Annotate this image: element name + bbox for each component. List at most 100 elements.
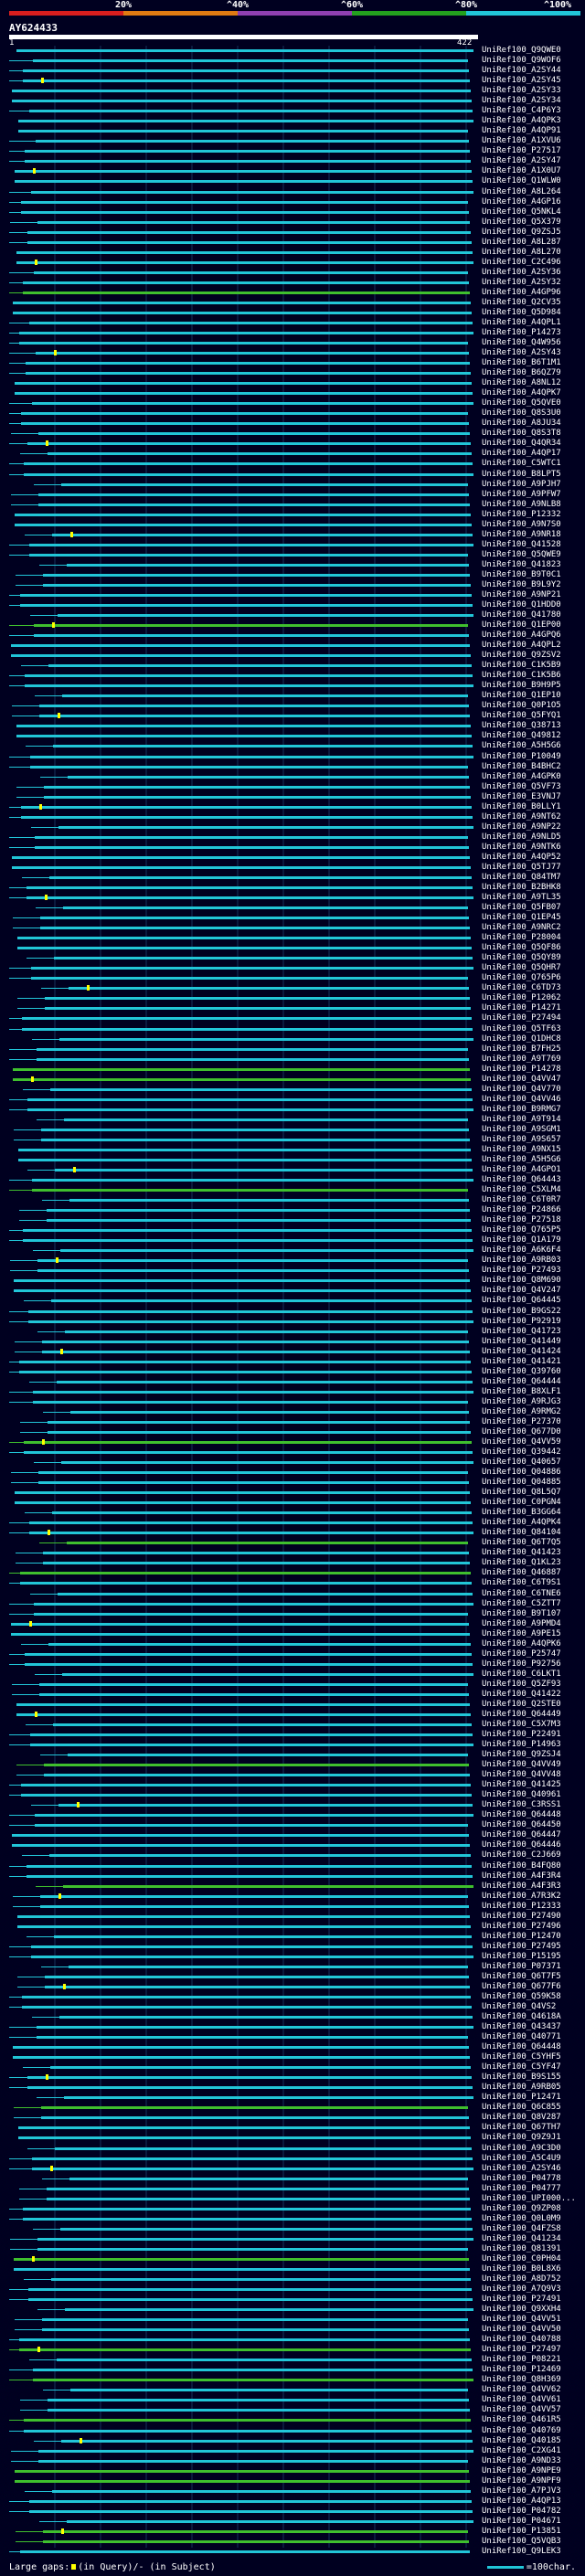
hit-label[interactable]: UniRef100_Q677F6 <box>482 1981 561 1991</box>
hit-label[interactable]: UniRef100_Q9ZP08 <box>482 2203 561 2213</box>
hit-row[interactable]: UniRef100_A9NX15 <box>0 1145 585 1155</box>
hit-row[interactable]: UniRef100_P27491 <box>0 2295 585 2305</box>
hit-label[interactable]: UniRef100_P04671 <box>482 2516 561 2526</box>
hit-label[interactable]: UniRef100_P27490 <box>482 1911 561 1921</box>
hit-label[interactable]: UniRef100_E3VNJ7 <box>482 791 561 801</box>
hit-row[interactable]: UniRef100_Q0L0M9 <box>0 2214 585 2224</box>
hit-label[interactable]: UniRef100_Q64450 <box>482 1820 561 1830</box>
hit-row[interactable]: UniRef100_A8L287 <box>0 238 585 248</box>
hit-row[interactable]: UniRef100_Q4VV49 <box>0 1760 585 1770</box>
hit-label[interactable]: UniRef100_B9H9P5 <box>482 681 561 691</box>
hit-label[interactable]: UniRef100_Q1EP00 <box>482 620 561 631</box>
hit-row[interactable]: UniRef100_P12062 <box>0 993 585 1003</box>
hit-row[interactable]: UniRef100_Q38713 <box>0 721 585 731</box>
hit-label[interactable]: UniRef100_Q64449 <box>482 1709 561 1719</box>
hit-label[interactable]: UniRef100_Q8M690 <box>482 1276 561 1286</box>
hit-row[interactable]: UniRef100_A9NR18 <box>0 530 585 540</box>
hit-row[interactable]: UniRef100_B9L9Y2 <box>0 580 585 590</box>
hit-row[interactable]: UniRef100_B7FH25 <box>0 1044 585 1055</box>
hit-label[interactable]: UniRef100_Q81391 <box>482 2243 561 2253</box>
hit-label[interactable]: UniRef100_Q6T7F5 <box>482 1971 561 1981</box>
hit-row[interactable]: UniRef100_Q8S3T8 <box>0 429 585 439</box>
hit-label[interactable]: UniRef100_P14271 <box>482 1003 561 1013</box>
hit-row[interactable]: UniRef100_P14271 <box>0 1003 585 1013</box>
hit-row[interactable]: UniRef100_Q5D984 <box>0 308 585 318</box>
hit-label[interactable]: UniRef100_Q4QR34 <box>482 439 561 449</box>
hit-label[interactable]: UniRef100_A4GPO1 <box>482 1165 561 1174</box>
hit-row[interactable]: UniRef100_Q8H369 <box>0 2375 585 2385</box>
hit-label[interactable]: UniRef100_B0LLY1 <box>482 801 561 811</box>
hit-label[interactable]: UniRef100_Q4FZS8 <box>482 2223 561 2233</box>
hit-label[interactable]: UniRef100_Q41723 <box>482 1326 561 1336</box>
hit-row[interactable]: UniRef100_P22491 <box>0 1730 585 1740</box>
hit-label[interactable]: UniRef100_A4GPQ6 <box>482 631 561 641</box>
hit-label[interactable]: UniRef100_P27517 <box>482 146 561 156</box>
hit-row[interactable]: UniRef100_UPI000... <box>0 2194 585 2204</box>
hit-label[interactable]: UniRef100_P14273 <box>482 328 561 337</box>
hit-row[interactable]: UniRef100_A7R3K2 <box>0 1892 585 1902</box>
hit-row[interactable]: UniRef100_Q1WLW0 <box>0 176 585 186</box>
hit-row[interactable]: UniRef100_Q9ZP08 <box>0 2204 585 2214</box>
hit-label[interactable]: UniRef100_Q38713 <box>482 721 561 731</box>
hit-label[interactable]: UniRef100_A9NRC2 <box>482 923 561 933</box>
hit-row[interactable]: UniRef100_Q4VV62 <box>0 2385 585 2395</box>
hit-row[interactable]: UniRef100_P27370 <box>0 1417 585 1427</box>
hit-row[interactable]: UniRef100_B8XLF1 <box>0 1387 585 1397</box>
hit-row[interactable]: UniRef100_Q64447 <box>0 1830 585 1840</box>
hit-label[interactable]: UniRef100_Q49812 <box>482 731 561 741</box>
hit-row[interactable]: UniRef100_A2SY34 <box>0 96 585 106</box>
hit-row[interactable]: UniRef100_A9RMG2 <box>0 1407 585 1417</box>
hit-row[interactable]: UniRef100_B0L8X6 <box>0 2264 585 2274</box>
hit-row[interactable]: UniRef100_A4GP16 <box>0 197 585 207</box>
hit-label[interactable]: UniRef100_B9RMG7 <box>482 1104 561 1114</box>
hit-label[interactable]: UniRef100_P24866 <box>482 1205 561 1215</box>
hit-row[interactable]: UniRef100_C5YHF5 <box>0 2052 585 2062</box>
hit-row[interactable]: UniRef100_Q8M690 <box>0 1276 585 1286</box>
hit-row[interactable]: UniRef100_Q40961 <box>0 1790 585 1800</box>
hit-row[interactable]: UniRef100_A2SY45 <box>0 76 585 86</box>
hit-label[interactable]: UniRef100_Q40771 <box>482 2032 561 2042</box>
hit-label[interactable]: UniRef100_Q4VV62 <box>482 2385 561 2395</box>
hit-label[interactable]: UniRef100_C5ZTT7 <box>482 1598 561 1608</box>
hit-label[interactable]: UniRef100_A4QP52 <box>482 852 561 862</box>
hit-label[interactable]: UniRef100_Q40961 <box>482 1790 561 1800</box>
hit-row[interactable]: UniRef100_A5C4U9 <box>0 2154 585 2164</box>
hit-label[interactable]: UniRef100_A9NLB8 <box>482 499 561 509</box>
hit-row[interactable]: UniRef100_P10049 <box>0 752 585 762</box>
hit-label[interactable]: UniRef100_A9NPE9 <box>482 2465 561 2475</box>
hit-label[interactable]: UniRef100_P07371 <box>482 1961 561 1971</box>
hit-row[interactable]: UniRef100_P27497 <box>0 2345 585 2355</box>
hit-label[interactable]: UniRef100_Q9ZSJ4 <box>482 1750 561 1760</box>
hit-label[interactable]: UniRef100_A2SY47 <box>482 156 561 166</box>
hit-row[interactable]: UniRef100_A8D752 <box>0 2274 585 2284</box>
hit-label[interactable]: UniRef100_A8JU34 <box>482 419 561 429</box>
hit-row[interactable]: UniRef100_Q9Z9J1 <box>0 2133 585 2143</box>
hit-label[interactable]: UniRef100_Q1A179 <box>482 1235 561 1246</box>
hit-row[interactable]: UniRef100_Q49812 <box>0 731 585 741</box>
hit-row[interactable]: UniRef100_Q39760 <box>0 1367 585 1377</box>
hit-label[interactable]: UniRef100_Q8S3T8 <box>482 429 561 439</box>
hit-row[interactable]: UniRef100_C1K5B9 <box>0 661 585 671</box>
hit-label[interactable]: UniRef100_C4P6Y3 <box>482 106 561 116</box>
hit-label[interactable]: UniRef100_Q1DHC8 <box>482 1034 561 1044</box>
hit-row[interactable]: UniRef100_Q1EP10 <box>0 691 585 701</box>
hit-label[interactable]: UniRef100_B3GG64 <box>482 1508 561 1518</box>
hit-label[interactable]: UniRef100_A4QP13 <box>482 2496 561 2506</box>
hit-label[interactable]: UniRef100_C6T0R7 <box>482 1195 561 1205</box>
hit-label[interactable]: UniRef100_P27370 <box>482 1416 561 1426</box>
hit-label[interactable]: UniRef100_A2SY43 <box>482 348 561 358</box>
hit-label[interactable]: UniRef100_P12332 <box>482 509 561 519</box>
hit-row[interactable]: UniRef100_A9PFW7 <box>0 490 585 500</box>
hit-row[interactable]: UniRef100_P12332 <box>0 510 585 520</box>
hit-row[interactable]: UniRef100_A9SGM1 <box>0 1125 585 1135</box>
hit-label[interactable]: UniRef100_C5XLM4 <box>482 1185 561 1195</box>
hit-label[interactable]: UniRef100_Q5ZF93 <box>482 1679 561 1689</box>
hit-row[interactable]: UniRef100_A9N7S0 <box>0 520 585 530</box>
hit-label[interactable]: UniRef100_Q40185 <box>482 2435 561 2445</box>
hit-label[interactable]: UniRef100_A9PE15 <box>482 1628 561 1638</box>
hit-row[interactable]: UniRef100_A9NT62 <box>0 812 585 822</box>
hit-row[interactable]: UniRef100_Q64449 <box>0 1710 585 1720</box>
hit-label[interactable]: UniRef100_Q9ZSJ5 <box>482 227 561 237</box>
hit-row[interactable]: UniRef100_C6T0R7 <box>0 1195 585 1205</box>
hit-row[interactable]: UniRef100_Q9QWE0 <box>0 46 585 56</box>
